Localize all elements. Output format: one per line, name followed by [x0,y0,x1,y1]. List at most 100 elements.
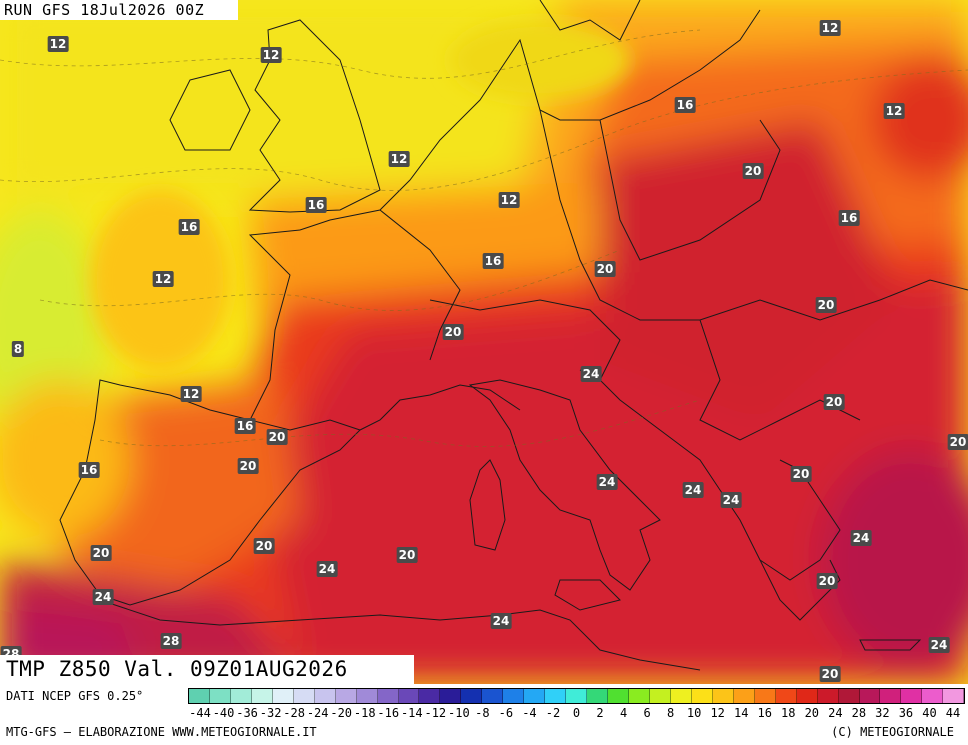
isotherm-value-label: 16 [234,418,256,434]
legend-swatch [314,689,336,703]
legend-swatch [649,689,671,703]
legend-tick-label: -36 [236,706,258,720]
isotherm-value-label: 12 [260,47,282,63]
legend-tick-label: -2 [545,706,561,720]
isotherm-value-label: 24 [316,561,338,577]
map-title: TMP Z850 Val. 09Z01AUG2026 [6,657,348,681]
legend-swatch [608,689,630,703]
isotherm-value-label: 12 [180,386,202,402]
isotherm-value-label: 16 [305,197,327,213]
legend-swatch [796,689,818,703]
isotherm-value-label: 24 [490,613,512,629]
isotherm-value-label: 28 [160,633,182,649]
legend-tick-label: 32 [875,706,890,720]
isotherm-value-label: 12 [819,20,841,36]
isotherm-value-label: 12 [152,271,174,287]
map-title-box: TMP Z850 Val. 09Z01AUG2026 [0,655,414,684]
isotherm-value-label: 12 [883,103,905,119]
isotherm-value-label: 20 [823,394,845,410]
legend-tick-label: 6 [643,706,651,720]
legend-swatch [524,689,546,703]
isotherm-value-label: 16 [482,253,504,269]
legend-tick-label: 0 [572,706,581,720]
legend-swatch [251,689,273,703]
legend-swatch [482,689,504,703]
footer: DATI NCEP GFS 0.25° -44 -40 -36 -32 -28 -24 -2… [0,684,968,745]
legend-swatch [398,689,420,703]
legend-swatch [880,689,902,703]
legend-tick-label: 10 [686,706,702,720]
legend-tick-label: -6 [498,706,514,720]
isotherm-value-label: 20 [253,538,275,554]
legend-tick-label: 24 [828,706,843,720]
legend-swatch [629,689,650,703]
isotherm-value-label: 16 [78,462,100,478]
legend-swatch [670,689,692,703]
legend-tick-label: 44 [945,706,961,720]
legend-tick-label: -24 [306,706,329,720]
isotherm-value-label: 24 [720,492,742,508]
isotherm-value-label: 20 [594,261,616,277]
legend-tick-label: 8 [667,706,675,720]
isotherms [0,29,968,447]
legend-swatch [733,689,755,703]
legend-tick-label: 4 [619,706,628,720]
legend-swatch [922,689,944,703]
isotherm-value-label: 24 [850,530,872,546]
credit-left: MTG-GFS — ELABORAZIONE WWW.METEOGIORNALE… [6,725,317,739]
legend-tick-label: 14 [733,706,749,720]
legend-tick-label: 12 [710,706,725,720]
legend-swatch [335,689,357,703]
legend-tick-label: -12 [424,706,447,720]
run-info-box: RUN GFS 18Jul2026 00Z [0,0,238,20]
isotherm-value-label: 24 [682,482,704,498]
legend-tick-label: -18 [353,706,376,720]
isotherm-value-label: 12 [388,151,410,167]
legend-tick-label: 28 [851,706,867,720]
isotherm-value-label: 20 [816,573,838,589]
legend-tick-label: -28 [283,706,305,720]
isotherm-value-label: 20 [396,547,418,563]
legend-tick-label: 2 [596,706,604,720]
isotherm-value-label: 12 [498,192,520,208]
legend-swatch [838,689,860,703]
legend-swatch [419,689,441,703]
legend-tick-label: -40 [212,706,235,720]
isotherm-value-label: 20 [742,163,764,179]
isotherm-value-label: 16 [178,219,200,235]
legend-swatch [754,689,776,703]
legend-tick-label: -16 [377,706,400,720]
legend-tick-label: -10 [448,706,470,720]
legend-swatch [189,689,210,703]
temperature-map: RUN GFS 18Jul2026 00Z 12 12 12 12 16 12 12 16 16… [0,0,968,684]
legend-swatch [859,689,881,703]
isotherm-value-label: 20 [815,297,837,313]
legend-swatch [901,689,923,703]
isotherm-value-label: 20 [90,545,112,561]
color-legend-bar [188,688,965,704]
isotherm-value-label: 12 [47,36,69,52]
legend-tick-label: 16 [757,706,772,720]
legend-tick-label: -44 [189,706,211,720]
run-label: RUN GFS 18Jul2026 00Z [4,1,205,19]
legend-tick-label: -20 [330,706,353,720]
legend-swatch [503,689,525,703]
legend-tick-label: -8 [475,706,490,720]
color-legend-ticks: -44 -40 -36 -32 -28 -24 -20 -18 -16 -14 -12 -10 -8 -6… [188,706,965,722]
isotherm-value-label: 20 [790,466,812,482]
legend-tick-label: -32 [259,706,282,720]
isotherm-value-label: 24 [596,474,618,490]
legend-swatch [775,689,797,703]
coastlines [59,0,968,671]
legend-swatch [545,689,567,703]
credit-right: (C) METEOGIORNALE [831,725,954,739]
isotherm-value-label: 20 [947,434,968,450]
legend-swatch [230,689,252,703]
isotherm-value-label: 24 [928,637,950,653]
isotherm-value-label: 24 [580,366,602,382]
legend-swatch [356,689,378,703]
legend-swatch [461,689,483,703]
data-source-label: DATI NCEP GFS 0.25° [6,689,144,703]
legend-swatch [272,689,294,703]
legend-tick-label: 36 [898,706,914,720]
